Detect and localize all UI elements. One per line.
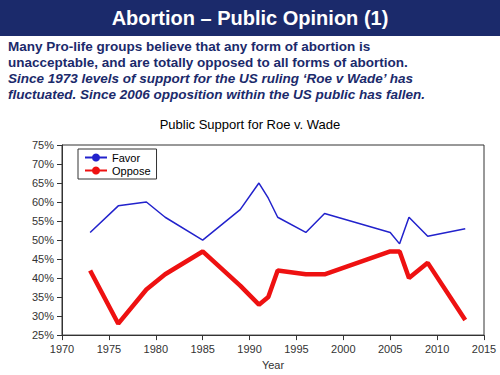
svg-text:Favor: Favor [112,152,140,164]
svg-text:45%: 45% [32,253,54,265]
svg-text:75%: 75% [32,139,54,151]
svg-text:60%: 60% [32,196,54,208]
svg-text:2015: 2015 [472,343,496,355]
svg-text:1970: 1970 [50,343,74,355]
svg-text:1995: 1995 [284,343,308,355]
html-text:Since 1973 levels of support f: Since 1973 levels of support for the US … [8,71,426,102]
svg-text:70%: 70% [32,158,54,170]
svg-text:55%: 55% [32,215,54,227]
svg-text:2010: 2010 [425,343,449,355]
svg-text:1980: 1980 [144,343,168,355]
svg-text:30%: 30% [32,310,54,322]
svg-text:Year: Year [262,359,285,371]
svg-text:40%: 40% [32,272,54,284]
svg-text:Oppose: Oppose [112,165,151,177]
svg-text:35%: 35% [32,291,54,303]
html-text:Abortion – Public Opinion (1): Abortion – Public Opinion (1) [111,7,389,29]
svg-text:50%: 50% [32,234,54,246]
svg-text:65%: 65% [32,177,54,189]
svg-text:1985: 1985 [190,343,214,355]
svg-text:25%: 25% [32,329,54,341]
svg-text:1975: 1975 [97,343,121,355]
svg-text:Public Support for Roe v. Wade: Public Support for Roe v. Wade [160,117,341,132]
svg-text:2005: 2005 [378,343,402,355]
html-text:Many Pro-life groups believe t: Many Pro-life groups believe that any fo… [8,39,408,70]
svg-text:1990: 1990 [237,343,261,355]
svg-text:2000: 2000 [331,343,355,355]
